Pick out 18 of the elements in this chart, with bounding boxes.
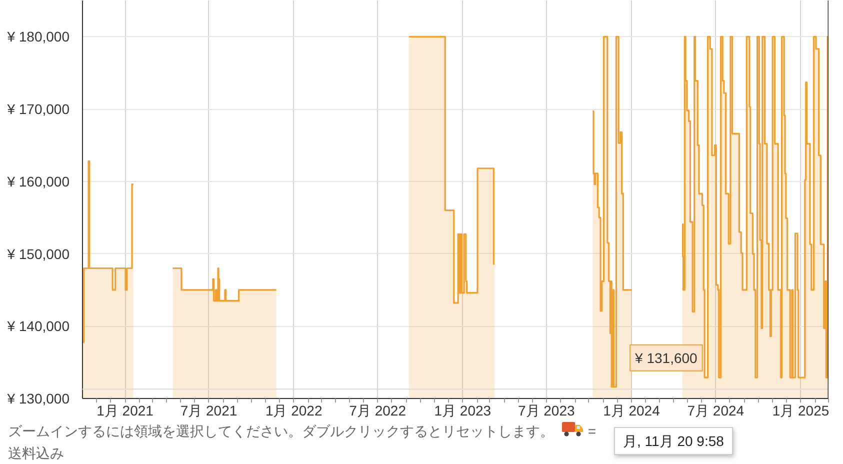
x-tick-label: 7月 2021 bbox=[180, 402, 238, 418]
x-tick-label: 1月 2022 bbox=[265, 402, 322, 418]
y-tick-label: ¥ 130,000 bbox=[6, 390, 70, 406]
x-tick-label: 1月 2023 bbox=[434, 402, 492, 418]
x-tick-label: 1月 2021 bbox=[96, 402, 154, 418]
x-tick-label: 1月 2025 bbox=[772, 402, 830, 418]
y-tick-label: ¥ 180,000 bbox=[6, 28, 70, 45]
y-tick-label: ¥ 140,000 bbox=[6, 318, 70, 334]
y-tick-label: ¥ 150,000 bbox=[6, 246, 70, 262]
x-tick-label: 7月 2023 bbox=[518, 402, 576, 418]
x-tick-label: 7月 2022 bbox=[349, 402, 406, 418]
y-tick-label: ¥ 170,000 bbox=[6, 101, 70, 118]
x-tick-label: 7月 2024 bbox=[687, 402, 744, 418]
x-tick-label: 1月 2024 bbox=[603, 402, 660, 418]
text: ズームインするには領域を選択してください。ダブルクリックするとリセットします。 bbox=[8, 423, 554, 439]
annotation: ¥ 131,600 bbox=[634, 350, 698, 366]
text: 月, 11月 20 9:58 bbox=[614, 427, 733, 455]
y-tick-label: ¥ 160,000 bbox=[6, 173, 70, 190]
